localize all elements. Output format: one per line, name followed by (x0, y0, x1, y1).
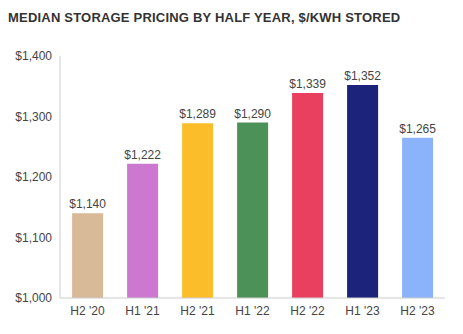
svg-text:$1,000: $1,000 (15, 291, 52, 305)
svg-text:H1 '22: H1 '22 (235, 304, 270, 318)
svg-text:H2 '22: H2 '22 (290, 304, 325, 318)
svg-text:$1,289: $1,289 (179, 107, 216, 121)
svg-text:$1,400: $1,400 (15, 49, 52, 63)
svg-text:H2 '21: H2 '21 (180, 304, 215, 318)
svg-text:H2 '20: H2 '20 (70, 304, 105, 318)
svg-text:$1,100: $1,100 (15, 231, 52, 245)
svg-text:H1 '23: H1 '23 (345, 304, 380, 318)
svg-text:H1 '21: H1 '21 (125, 304, 160, 318)
svg-text:$1,339: $1,339 (289, 77, 326, 91)
html-text:MEDIAN STORAGE PRICING BY HALF: MEDIAN STORAGE PRICING BY HALF YEAR, $/K… (8, 10, 401, 25)
svg-text:$1,265: $1,265 (399, 122, 436, 136)
svg-text:$1,140: $1,140 (69, 197, 106, 211)
svg-text:$1,352: $1,352 (344, 69, 381, 83)
svg-text:$1,200: $1,200 (15, 170, 52, 184)
svg-text:$1,222: $1,222 (124, 148, 161, 162)
svg-text:H2 '23: H2 '23 (400, 304, 435, 318)
svg-text:$1,290: $1,290 (234, 107, 271, 121)
svg-text:$1,300: $1,300 (15, 110, 52, 124)
